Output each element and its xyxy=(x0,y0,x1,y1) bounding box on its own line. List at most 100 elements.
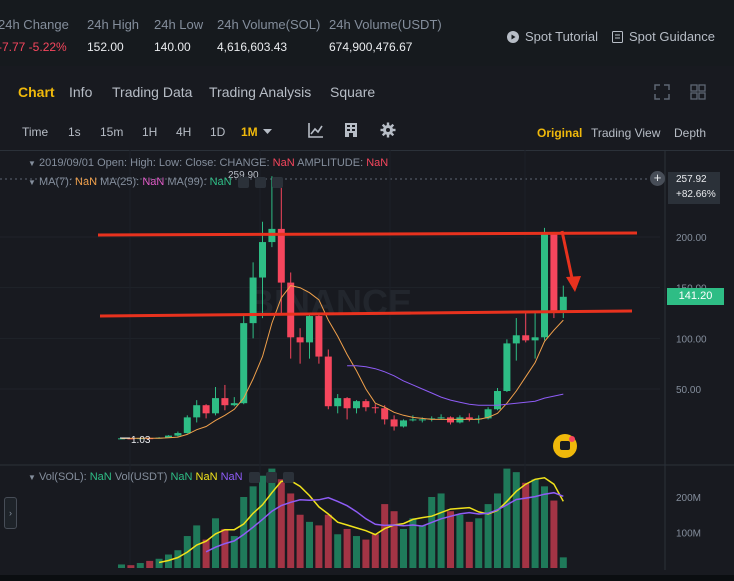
stat-label: 24h Volume(SOL) xyxy=(217,17,321,32)
view-trading-view[interactable]: Trading View xyxy=(591,126,661,140)
label-change: CHANGE: xyxy=(219,157,270,169)
value-ma99: NaN xyxy=(209,176,232,188)
volume-bar xyxy=(371,534,379,568)
close-icon[interactable] xyxy=(282,471,294,483)
volume-bar xyxy=(559,557,567,568)
volume-bar xyxy=(428,497,436,568)
current-price-tag: 141.20 xyxy=(667,288,724,305)
stat-value: 152.00 xyxy=(87,40,124,54)
tab-trading-analysis[interactable]: Trading Analysis xyxy=(209,84,312,100)
candles-group xyxy=(118,176,567,440)
collapse-caret-icon[interactable]: ▼ xyxy=(28,473,36,482)
label-ma99: MA(99): xyxy=(167,176,207,188)
tab-trading-data[interactable]: Trading Data xyxy=(112,84,193,100)
candle-body xyxy=(512,335,520,344)
timeframe-4h[interactable]: 4H xyxy=(176,125,192,139)
timeframe-1s[interactable]: 1s xyxy=(68,125,81,139)
spot-tutorial-link[interactable]: Spot Tutorial xyxy=(507,29,598,44)
volume-bar xyxy=(484,504,492,568)
stat-24h-volume-sol: 24h Volume(SOL) 4,616,603.43 xyxy=(217,17,320,54)
volume-bar xyxy=(409,518,417,568)
close-icon[interactable] xyxy=(271,176,283,188)
tab-info[interactable]: Info xyxy=(69,84,93,100)
candle-body xyxy=(541,233,548,338)
volume-bar xyxy=(259,475,266,568)
timeframe-1m[interactable]: 1M xyxy=(241,125,258,139)
collapse-caret-icon[interactable]: ▼ xyxy=(28,159,36,168)
ma7-line xyxy=(121,285,564,439)
trend-arrow-shaft[interactable] xyxy=(560,230,575,284)
volume-bar xyxy=(230,536,238,568)
volume-bar xyxy=(174,550,182,568)
eye-icon[interactable] xyxy=(248,471,260,483)
spot-guidance-link[interactable]: Spot Guidance xyxy=(612,29,715,44)
building-icon[interactable] xyxy=(344,122,358,138)
high-price-pct: +82.66% xyxy=(676,189,716,200)
candle-body xyxy=(212,398,219,414)
candle-body xyxy=(315,316,323,357)
side-collapse-handle[interactable]: › xyxy=(4,497,17,529)
tab-square[interactable]: Square xyxy=(330,84,376,100)
volume-info-line: ▼ Vol(SOL): NaN Vol(USDT) NaN NaN NaN xyxy=(28,471,294,483)
drawing-annotations: 259.90 1.03 xyxy=(97,170,638,446)
candle-body xyxy=(522,335,530,341)
candle-body xyxy=(118,438,125,440)
resistance-line[interactable] xyxy=(97,231,638,237)
grid-layout-icon[interactable] xyxy=(690,84,706,100)
ma-lines-group xyxy=(121,285,564,439)
candle-body xyxy=(531,337,539,341)
label-vol-usdt: Vol(USDT) xyxy=(114,471,168,483)
volume-bar xyxy=(381,504,389,568)
volume-bar xyxy=(127,565,135,568)
volume-tick-label: 200M xyxy=(676,493,701,504)
volume-ma-lines-group xyxy=(158,477,564,564)
candle-body xyxy=(371,407,379,409)
value-ma7: NaN xyxy=(75,176,98,188)
candle-body xyxy=(287,282,295,338)
tab-chart[interactable]: Chart xyxy=(18,84,55,100)
candle-body xyxy=(165,435,172,438)
timeframe-time[interactable]: Time xyxy=(22,125,49,139)
add-alert-plus-icon[interactable]: + xyxy=(650,171,665,186)
volume-bar xyxy=(465,521,473,568)
label-amplitude: AMPLITUDE: xyxy=(297,157,364,169)
chart-grid xyxy=(0,150,734,570)
stat-label: 24h Change xyxy=(0,17,69,32)
volume-bar xyxy=(494,493,501,568)
stat-value: 674,900,476.67 xyxy=(329,40,413,54)
price-tick-label: 200.00 xyxy=(676,233,707,244)
view-depth[interactable]: Depth xyxy=(674,126,707,140)
indicators-icon[interactable] xyxy=(308,122,324,138)
volume-bar xyxy=(353,536,360,568)
settings-small-icon[interactable] xyxy=(254,176,266,188)
value-amplitude: NaN xyxy=(366,157,389,169)
stat-value: 4,616,603.43 xyxy=(217,40,288,54)
fullscreen-icon[interactable] xyxy=(654,84,670,100)
timeframe-1d[interactable]: 1D xyxy=(210,125,226,139)
price-tick-label: 50.00 xyxy=(676,385,701,396)
ma25-line xyxy=(347,365,564,406)
value-vol-sol: NaN xyxy=(89,471,112,483)
value-change: NaN xyxy=(272,157,295,169)
support-line[interactable] xyxy=(99,309,633,318)
timeframe-1h[interactable]: 1H xyxy=(142,125,158,139)
stat-24h-low: 24h Low 140.00 xyxy=(154,17,203,54)
value-vol-ma-purple: NaN xyxy=(220,471,243,483)
chevron-down-icon[interactable] xyxy=(263,129,272,135)
trend-arrow-head[interactable] xyxy=(566,276,581,292)
settings-small-icon[interactable] xyxy=(265,471,277,483)
candle-body xyxy=(400,420,407,427)
volume-bar xyxy=(522,482,530,568)
collapse-caret-icon[interactable]: ▼ xyxy=(28,178,36,187)
play-circle-icon xyxy=(507,30,519,43)
eye-icon[interactable] xyxy=(237,176,249,188)
stat-24h-high: 24h High 152.00 xyxy=(87,17,139,54)
view-original[interactable]: Original xyxy=(537,126,583,140)
stat-24h-volume-usdt: 24h Volume(USDT) 674,900,476.67 xyxy=(329,17,442,54)
candlestick-chart[interactable]: BINANCE 200.00150.00100.0050.00200M100M … xyxy=(0,150,734,581)
candle-body xyxy=(465,417,473,420)
timeframe-15m[interactable]: 15m xyxy=(100,125,124,139)
gear-icon[interactable] xyxy=(380,122,396,138)
volume-bar xyxy=(212,518,219,568)
feedback-icon[interactable] xyxy=(553,434,577,458)
